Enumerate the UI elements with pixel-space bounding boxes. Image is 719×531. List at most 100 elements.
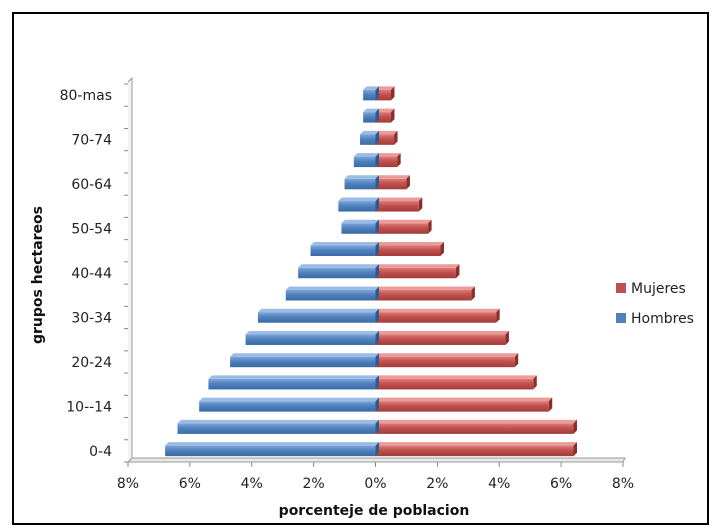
bar-front-face: [310, 245, 376, 257]
bar-top-face: [375, 375, 537, 379]
bar-front-face: [375, 156, 398, 168]
bar-front-face: [375, 89, 391, 101]
bar-top-face: [375, 330, 509, 335]
x-tick-label: 4%: [488, 476, 510, 492]
bar-top-face: [310, 242, 379, 246]
bar-side-face: [375, 419, 379, 434]
bar-side-face: [375, 330, 379, 345]
y-tick-label: 30-34: [71, 310, 112, 326]
x-tick-label: 6%: [550, 476, 572, 492]
bar-mujeres: [375, 353, 519, 368]
legend-label-mujeres: Mujeres: [631, 281, 686, 297]
bar-front-face: [344, 178, 376, 190]
bar-front-face: [341, 223, 376, 234]
bar-side-face: [406, 175, 410, 190]
bar-front-face: [375, 201, 419, 212]
bar-hombres: [165, 442, 379, 457]
bar-top-face: [375, 175, 410, 179]
bar-mujeres: [375, 197, 423, 212]
bar-top-face: [230, 353, 379, 357]
bar-front-face: [360, 134, 376, 145]
bar-front-face: [353, 156, 376, 168]
bar-mujeres: [375, 219, 432, 234]
bar-side-face: [573, 442, 577, 457]
y-axis-title: grupos hectareos: [30, 206, 46, 344]
axes-layer: [124, 76, 626, 467]
y-tick-label: 20-24: [71, 355, 112, 371]
bar-top-face: [208, 375, 379, 379]
bar-hombres: [363, 86, 379, 101]
bar-side-face: [397, 153, 401, 168]
bar-front-face: [165, 445, 376, 457]
bar-side-face: [375, 286, 379, 301]
bar-side-face: [375, 197, 379, 212]
bar-hombres: [310, 242, 379, 257]
y-tick-label: 10--14: [66, 399, 112, 415]
bar-hombres: [257, 308, 379, 323]
bar-hombres: [298, 264, 379, 279]
y-tick-label: 70-74: [71, 133, 112, 149]
bar-hombres: [199, 397, 379, 412]
legend: Mujeres Hombres: [616, 281, 694, 327]
bar-front-face: [257, 312, 376, 323]
bar-front-face: [375, 401, 549, 412]
bar-mujeres: [375, 330, 509, 345]
bar-hombres: [230, 353, 379, 368]
bar-mujeres: [375, 419, 577, 434]
bar-side-face: [533, 375, 537, 390]
legend-label-hombres: Hombres: [631, 311, 694, 327]
bar-side-face: [548, 397, 553, 412]
bar-mujeres: [375, 308, 500, 323]
bar-mujeres: [375, 153, 401, 168]
bar-top-face: [341, 219, 379, 224]
bar-mujeres: [375, 375, 537, 390]
y-tick-label: 0-4: [89, 444, 112, 460]
bar-top-face: [344, 175, 379, 179]
x-tick-label: 0%: [364, 476, 386, 492]
bar-front-face: [230, 356, 376, 368]
bar-side-face: [375, 397, 379, 412]
bar-top-face: [375, 153, 401, 157]
bar-mujeres: [375, 86, 395, 101]
bar-side-face: [440, 242, 444, 257]
bar-mujeres: [375, 264, 460, 279]
bar-front-face: [375, 245, 441, 257]
bar-top-face: [375, 442, 577, 446]
bar-front-face: [375, 267, 456, 279]
y-tick-label: 60-64: [71, 177, 112, 193]
bar-front-face: [375, 356, 515, 368]
bar-front-face: [375, 312, 497, 323]
y-axis-wall: [127, 76, 133, 463]
bar-front-face: [375, 378, 534, 390]
bar-mujeres: [375, 397, 553, 412]
bar-side-face: [471, 286, 475, 301]
bar-top-face: [375, 86, 395, 90]
bar-top-face: [360, 130, 379, 135]
bar-side-face: [375, 375, 379, 390]
bar-mujeres: [375, 286, 475, 301]
bar-side-face: [375, 86, 379, 101]
bar-top-face: [298, 264, 379, 268]
bar-hombres: [353, 153, 379, 168]
bar-mujeres: [375, 175, 410, 190]
bar-hombres: [363, 108, 379, 123]
bar-hombres: [341, 219, 379, 234]
bar-mujeres: [375, 442, 577, 457]
bar-hombres: [360, 130, 379, 145]
bar-hombres: [285, 286, 379, 301]
bar-front-face: [199, 401, 376, 412]
bar-side-face: [514, 353, 519, 368]
bar-top-face: [245, 330, 379, 335]
bar-top-face: [375, 242, 444, 246]
labels-layer: 8% 6% 4% 2% 0% 2% 4% 6% 8% 0-4 10--14 20-24 30-34 40-…: [60, 88, 635, 492]
bar-top-face: [285, 286, 379, 290]
bar-top-face: [165, 442, 379, 446]
bar-top-face: [257, 308, 379, 313]
bar-front-face: [363, 112, 376, 123]
bar-side-face: [573, 419, 577, 434]
bar-side-face: [418, 197, 423, 212]
bar-side-face: [375, 242, 379, 257]
bar-hombres: [245, 330, 379, 345]
bar-side-face: [390, 86, 395, 101]
x-tick-label: 8%: [612, 476, 634, 492]
